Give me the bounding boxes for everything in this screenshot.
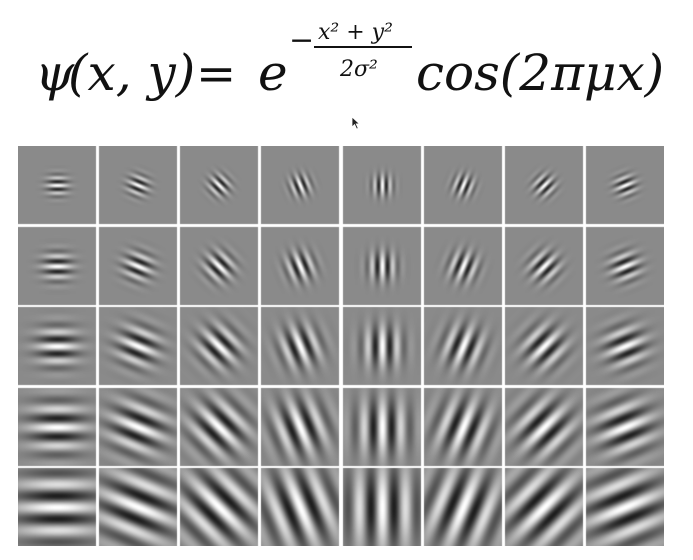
formula-exponent-numerator: x² + y² [318,20,393,45]
formula-base-e: e [258,44,288,102]
gabor-filter-bank [18,146,664,546]
formula-lhs-args: (x, y) [68,44,195,102]
formula-cos-term: cos(2πμx) [416,44,664,102]
mouse-pointer-icon [351,116,361,130]
formula-equals: = [196,46,236,102]
formula-psi: ψ [35,44,75,102]
gabor-formula: ψ (x, y) = e − x² + y² 2σ² cos(2πμx) [35,20,664,102]
formula-exponent-denominator: 2σ² [339,57,378,82]
formula-exponent-minus: − [289,23,314,58]
